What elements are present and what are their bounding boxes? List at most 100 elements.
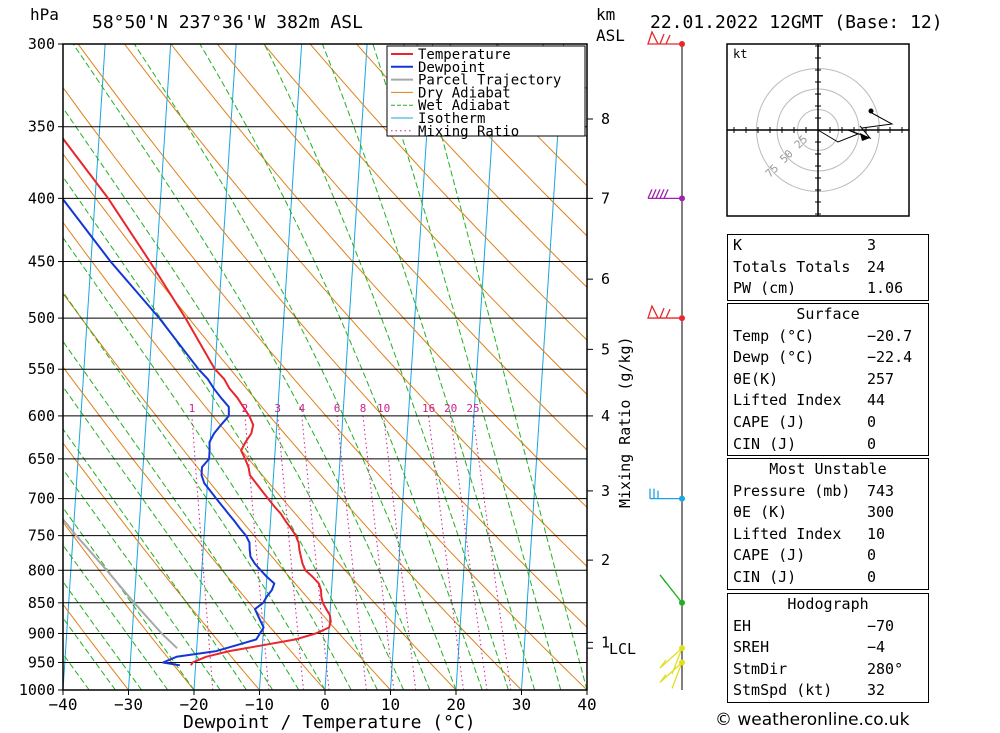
- most-unstable-table: Most Unstable Pressure (mb) 743 θE (K) 300…: [727, 458, 929, 590]
- table-row: StmDir 280°: [728, 659, 928, 681]
- pressure-tick-label: 450: [28, 253, 55, 271]
- pressure-tick-label: 550: [28, 360, 55, 378]
- isotherm-line: [324, 44, 368, 690]
- row-value: 280°: [867, 659, 904, 678]
- row-value: 743: [867, 481, 895, 500]
- wind-barb: [647, 189, 682, 200]
- pressure-ticks: 300 350 400 450 500 550 600 650 700 750 800 850 900 9…: [19, 35, 63, 699]
- mixing-ratio-tick-label: 25: [466, 402, 479, 415]
- table-row: SREH −4: [728, 637, 928, 659]
- hodograph-storm-motion: [868, 108, 874, 114]
- row-value: −22.4: [867, 348, 913, 367]
- km-tick-label: 8: [601, 110, 610, 128]
- dry-adiabat-line: [309, 44, 587, 341]
- mixing-ratio-tick-label: 1: [189, 402, 196, 415]
- row-label: EH: [733, 616, 752, 635]
- row-label: K: [733, 236, 743, 254]
- pressure-tick-label: 400: [28, 189, 55, 207]
- pressure-tick-label: 1000: [19, 681, 55, 699]
- row-label: CAPE (J): [733, 546, 806, 565]
- wind-barb-shape: [647, 30, 682, 45]
- row-label: CIN (J): [733, 567, 797, 586]
- mixing-ratio-line: [472, 415, 512, 690]
- x-axis-label: Dewpoint / Temperature (°C): [183, 712, 476, 733]
- row-value: 10: [867, 524, 886, 543]
- row-label: CIN (J): [733, 434, 797, 453]
- wet-adiabat-line: [63, 107, 405, 690]
- row-value: 1.06: [867, 279, 904, 298]
- lcl-label: LCL: [609, 640, 636, 658]
- x-tick-label: −10: [245, 695, 274, 714]
- row-value: 0: [867, 546, 877, 565]
- km-tick-label: 7: [601, 189, 610, 207]
- wet-adiabat-line: [63, 544, 169, 690]
- dry-adiabat-line: [63, 603, 129, 690]
- legend-label: Dewpoint: [418, 60, 485, 76]
- mixing-ratio-line: [336, 415, 367, 690]
- x-tick-label: 20: [446, 695, 465, 714]
- row-value: −70: [867, 616, 895, 635]
- hodograph-trace: [817, 125, 872, 143]
- pressure-tick-label: 650: [28, 450, 55, 468]
- table-row: CAPE (J) 0: [728, 545, 928, 567]
- mixing-ratio-tick-label: 3: [274, 402, 281, 415]
- x-tick-label: 10: [381, 695, 400, 714]
- x-tick-label: −20: [180, 695, 209, 714]
- wet-adiabat-line: [133, 44, 457, 690]
- mixing-ratio-tick-label: 2: [242, 402, 249, 415]
- table-row: θE(K) 257: [728, 369, 928, 391]
- row-value: 3: [867, 236, 877, 254]
- plot-area: [63, 44, 587, 690]
- table-row: Dewp (°C) −22.4: [728, 347, 928, 369]
- mixing-ratio-axis-label: Mixing Ratio (g/kg): [616, 336, 634, 508]
- km-tick-label: 5: [601, 340, 610, 358]
- wind-barb-shape: [659, 574, 683, 604]
- row-label: Temp (°C): [733, 326, 815, 345]
- mixing-ratio-tick-label: 10: [377, 402, 390, 415]
- table-row: CIN (J) 0: [728, 567, 928, 589]
- table-row: Temp (°C) −20.7: [728, 326, 928, 348]
- wind-barb: [647, 304, 682, 319]
- surface-table: Surface Temp (°C) −20.7 Dewp (°C) −22.4 θE…: [727, 303, 929, 457]
- isotherm-line: [259, 44, 303, 690]
- row-value: 300: [867, 503, 895, 522]
- hodograph-unit-label: kt: [733, 47, 747, 61]
- x-tick-label: 40: [577, 695, 596, 714]
- wet-adiabat-line: [63, 506, 195, 690]
- table-row: Pressure (mb) 743: [728, 481, 928, 503]
- dry-adiabat-line: [263, 44, 587, 396]
- mixing-ratio-line: [277, 415, 304, 690]
- wind-barb: [647, 30, 682, 45]
- mixing-ratio-tick-label: 20: [444, 402, 457, 415]
- datetime-title: 22.01.2022 12GMT (Base: 12): [650, 12, 943, 33]
- wet-adiabat-line: [63, 236, 352, 690]
- surface-title: Surface: [796, 305, 860, 323]
- row-label: θE (K): [733, 503, 788, 522]
- dry-adiabat-line: [356, 44, 587, 289]
- row-value: 0: [867, 434, 877, 453]
- profiles: [63, 137, 332, 667]
- pressure-tick-label: 350: [28, 118, 55, 136]
- hodograph-arrow: [860, 133, 870, 141]
- row-label: StmDir: [733, 659, 788, 678]
- dry-adiabat-line: [216, 44, 587, 451]
- pressure-tick-label: 500: [28, 309, 55, 327]
- table-row: θE (K) 300: [728, 502, 928, 524]
- mixing-ratio-line: [383, 415, 417, 690]
- wind-barb-shape: [649, 488, 682, 500]
- km-tick-label: 3: [601, 482, 610, 500]
- row-value: 44: [867, 391, 886, 410]
- asl-label: ASL: [596, 26, 625, 45]
- row-label: θE(K): [733, 369, 779, 388]
- wet-adiabat-line: [372, 44, 562, 690]
- mixing-ratio-labels: 1 2 3 4 6 8 10 16 20 25: [189, 402, 480, 415]
- mixing-ratio-tick-label: 16: [422, 402, 435, 415]
- mixing-ratio-line: [450, 415, 488, 690]
- row-label: CAPE (J): [733, 412, 806, 431]
- mixing-ratio-tick-label: 6: [334, 402, 341, 415]
- credit-link[interactable]: © weatheronline.co.uk: [715, 710, 910, 730]
